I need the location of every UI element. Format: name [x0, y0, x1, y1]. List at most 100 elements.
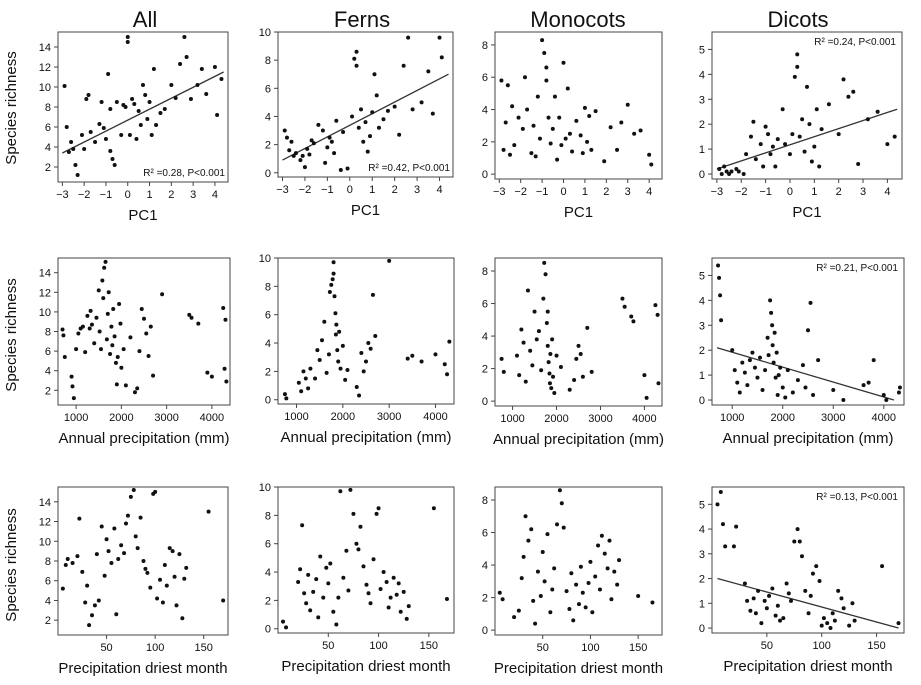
- data-point: [499, 356, 504, 361]
- data-point: [523, 514, 528, 519]
- data-point: [533, 154, 538, 159]
- data-point: [790, 390, 795, 395]
- data-point: [361, 564, 366, 569]
- data-point: [814, 107, 819, 112]
- data-point: [199, 67, 204, 71]
- data-point: [545, 309, 550, 314]
- panel-dicots-precipitation-driest-month: 50 100 150 0 1 2 3 4 5 R² =0.13, P<0.001 Precipita…: [699, 486, 905, 675]
- data-point: [574, 356, 579, 361]
- y-tick-label: 4: [482, 331, 488, 343]
- data-point: [144, 331, 149, 336]
- plot-frame: [277, 31, 454, 178]
- data-point: [296, 380, 301, 385]
- y-tick-label: 6: [45, 576, 51, 588]
- data-point: [861, 383, 866, 388]
- data-point: [561, 525, 566, 530]
- data-point: [306, 386, 311, 391]
- data-point: [155, 596, 160, 601]
- data-point: [69, 374, 74, 379]
- x-tick-label: 100: [581, 642, 599, 654]
- x-axis-label: PC1: [792, 204, 821, 221]
- data-point: [540, 550, 545, 555]
- data-point: [716, 263, 721, 268]
- y-tick-label: 0: [699, 623, 705, 635]
- x-tick-label: 2: [836, 186, 842, 198]
- data-point: [112, 526, 117, 531]
- data-point: [544, 78, 549, 83]
- data-point: [284, 135, 289, 140]
- x-tick-label: 2: [603, 186, 609, 198]
- data-point: [519, 327, 524, 332]
- x-tick-label: 4000: [872, 412, 896, 424]
- data-point: [734, 167, 739, 172]
- data-point: [128, 335, 133, 340]
- x-tick-label: 2000: [770, 412, 794, 424]
- data-point: [293, 151, 298, 156]
- data-point: [189, 315, 194, 320]
- data-point: [778, 618, 783, 623]
- data-point: [354, 63, 359, 68]
- data-point: [182, 35, 187, 39]
- data-point: [354, 49, 359, 54]
- data-point: [170, 549, 175, 554]
- data-point: [87, 623, 92, 628]
- data-point: [219, 77, 224, 81]
- data-point: [376, 506, 381, 511]
- data-point: [373, 333, 378, 338]
- data-point: [143, 93, 148, 97]
- data-point: [105, 311, 110, 316]
- panel-dicots-annual-precipitation: 1000 2000 3000 4000 0 1 2 3 4 5 R² =0.21, P<0.001 A…: [699, 257, 905, 447]
- x-tick-label: 100: [369, 640, 387, 652]
- data-point: [559, 143, 564, 148]
- x-tick-label: 2000: [544, 413, 568, 425]
- data-point: [332, 294, 337, 299]
- data-point: [557, 115, 562, 120]
- y-tick-label: 2: [482, 364, 488, 376]
- data-point: [329, 139, 334, 144]
- data-point: [169, 83, 174, 87]
- data-point: [331, 260, 336, 265]
- x-axis-label: Annual precipitation (mm): [281, 429, 452, 446]
- data-point: [124, 521, 128, 526]
- data-point: [134, 137, 139, 141]
- data-point: [180, 616, 185, 621]
- data-point: [773, 164, 778, 169]
- data-point: [558, 364, 563, 369]
- data-point: [326, 581, 331, 586]
- data-point: [841, 398, 846, 403]
- data-point: [97, 122, 102, 126]
- x-tick-label: 1000: [64, 412, 88, 424]
- data-point: [381, 570, 386, 575]
- data-point: [118, 321, 123, 326]
- data-point: [770, 323, 775, 328]
- data-point: [112, 163, 117, 167]
- column-title-monocots: Monocots: [530, 7, 625, 32]
- y-tick-label: 8: [482, 266, 488, 278]
- data-point: [337, 329, 342, 334]
- column-title-ferns: Ferns: [334, 7, 390, 32]
- data-point: [320, 128, 325, 133]
- data-point: [433, 352, 438, 357]
- y-tick-label: 8: [265, 55, 271, 67]
- data-point: [108, 352, 113, 357]
- y-tick-label: 6: [482, 299, 488, 311]
- data-point: [119, 543, 124, 548]
- data-point: [773, 375, 778, 380]
- data-point: [597, 587, 602, 592]
- y-tick-label: 5: [699, 270, 705, 282]
- x-tick-label: −1: [759, 186, 772, 198]
- data-point: [365, 149, 370, 154]
- data-point: [549, 386, 554, 391]
- data-point: [187, 312, 192, 317]
- y-tick-label: 12: [39, 62, 51, 74]
- data-point: [555, 522, 560, 527]
- x-axis-label: PC1: [128, 207, 157, 224]
- data-point: [110, 343, 115, 348]
- data-point: [172, 574, 177, 579]
- data-point: [96, 288, 101, 293]
- data-point: [774, 350, 779, 355]
- data-point: [497, 590, 502, 595]
- data-point: [521, 340, 526, 345]
- data-point: [148, 324, 153, 329]
- data-point: [66, 150, 71, 154]
